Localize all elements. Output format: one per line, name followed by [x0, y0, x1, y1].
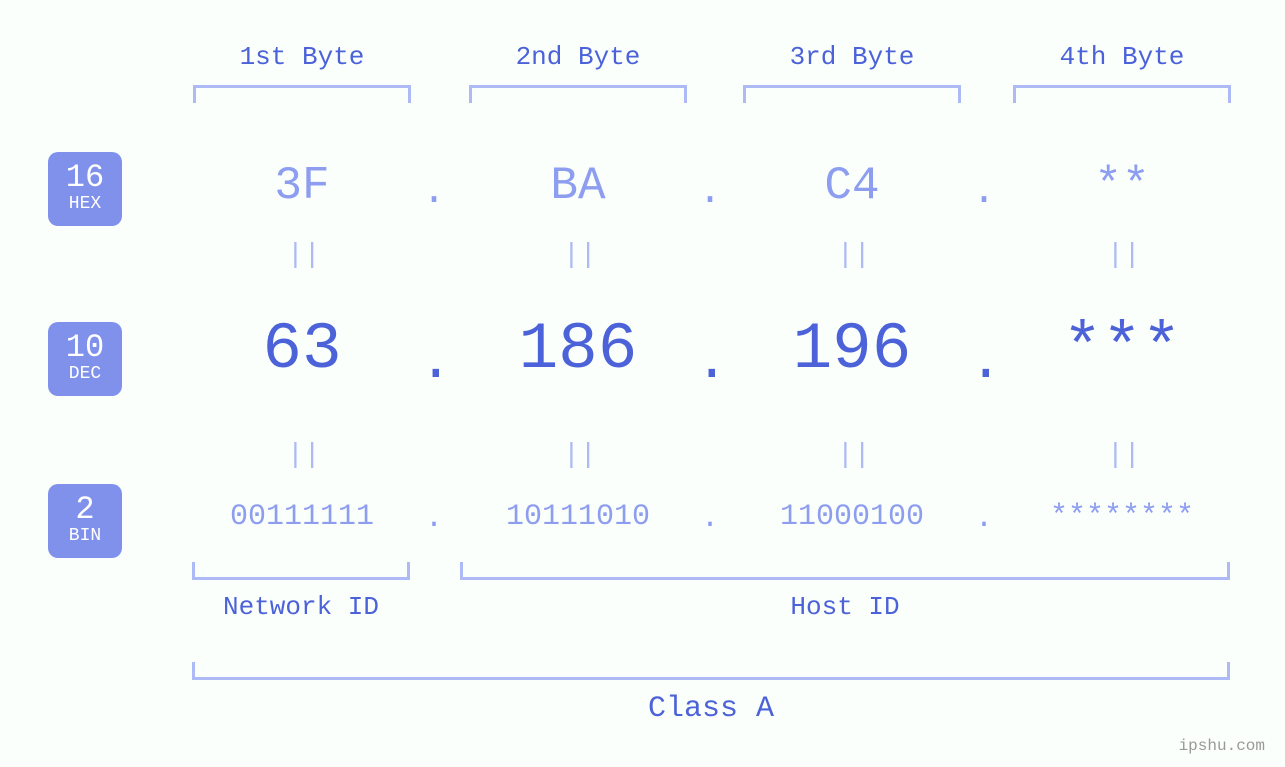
bin-dot-2: .: [695, 502, 725, 536]
bin-val-2: 10111010: [458, 500, 698, 534]
bin-val-3: 11000100: [732, 500, 972, 534]
hex-val-1: 3F: [182, 160, 422, 212]
byte-label-3: 3rd Byte: [732, 42, 972, 72]
top-bracket-3: [743, 85, 961, 103]
bin-dot-3: .: [969, 502, 999, 536]
bin-val-1: 00111111: [182, 500, 422, 534]
eq-1-2: ||: [563, 240, 593, 271]
byte-label-2: 2nd Byte: [458, 42, 698, 72]
hex-dot-1: .: [419, 170, 449, 215]
host-id-label: Host ID: [460, 592, 1230, 622]
class-bracket: [192, 662, 1230, 680]
top-bracket-2: [469, 85, 687, 103]
eq-2-3: ||: [837, 440, 867, 471]
host-id-bracket: [460, 562, 1230, 580]
eq-2-1: ||: [287, 440, 317, 471]
dec-val-1: 63: [182, 312, 422, 387]
badge-hex-num: 16: [66, 162, 104, 194]
byte-label-4: 4th Byte: [1002, 42, 1242, 72]
dec-val-2: 186: [458, 312, 698, 387]
badge-dec-num: 10: [66, 332, 104, 364]
watermark: ipshu.com: [1179, 737, 1265, 755]
bin-dot-1: .: [419, 502, 449, 536]
network-id-bracket: [192, 562, 410, 580]
dec-dot-2: .: [695, 330, 725, 394]
dec-val-3: 196: [732, 312, 972, 387]
top-bracket-4: [1013, 85, 1231, 103]
hex-val-2: BA: [458, 160, 698, 212]
badge-hex: 16 HEX: [48, 152, 122, 226]
bin-val-4: ********: [1002, 500, 1242, 534]
eq-2-4: ||: [1107, 440, 1137, 471]
badge-bin-num: 2: [75, 494, 94, 526]
hex-dot-2: .: [695, 170, 725, 215]
class-label: Class A: [192, 692, 1230, 726]
badge-bin-label: BIN: [69, 526, 101, 548]
dec-val-4: ***: [1002, 312, 1242, 387]
badge-dec-label: DEC: [69, 364, 101, 386]
eq-2-2: ||: [563, 440, 593, 471]
top-bracket-1: [193, 85, 411, 103]
badge-dec: 10 DEC: [48, 322, 122, 396]
hex-val-3: C4: [732, 160, 972, 212]
badge-bin: 2 BIN: [48, 484, 122, 558]
eq-1-3: ||: [837, 240, 867, 271]
dec-dot-3: .: [969, 330, 999, 394]
hex-dot-3: .: [969, 170, 999, 215]
hex-val-4: **: [1002, 160, 1242, 212]
eq-1-1: ||: [287, 240, 317, 271]
eq-1-4: ||: [1107, 240, 1137, 271]
byte-label-1: 1st Byte: [182, 42, 422, 72]
network-id-label: Network ID: [192, 592, 410, 622]
dec-dot-1: .: [419, 330, 449, 394]
badge-hex-label: HEX: [69, 194, 101, 216]
